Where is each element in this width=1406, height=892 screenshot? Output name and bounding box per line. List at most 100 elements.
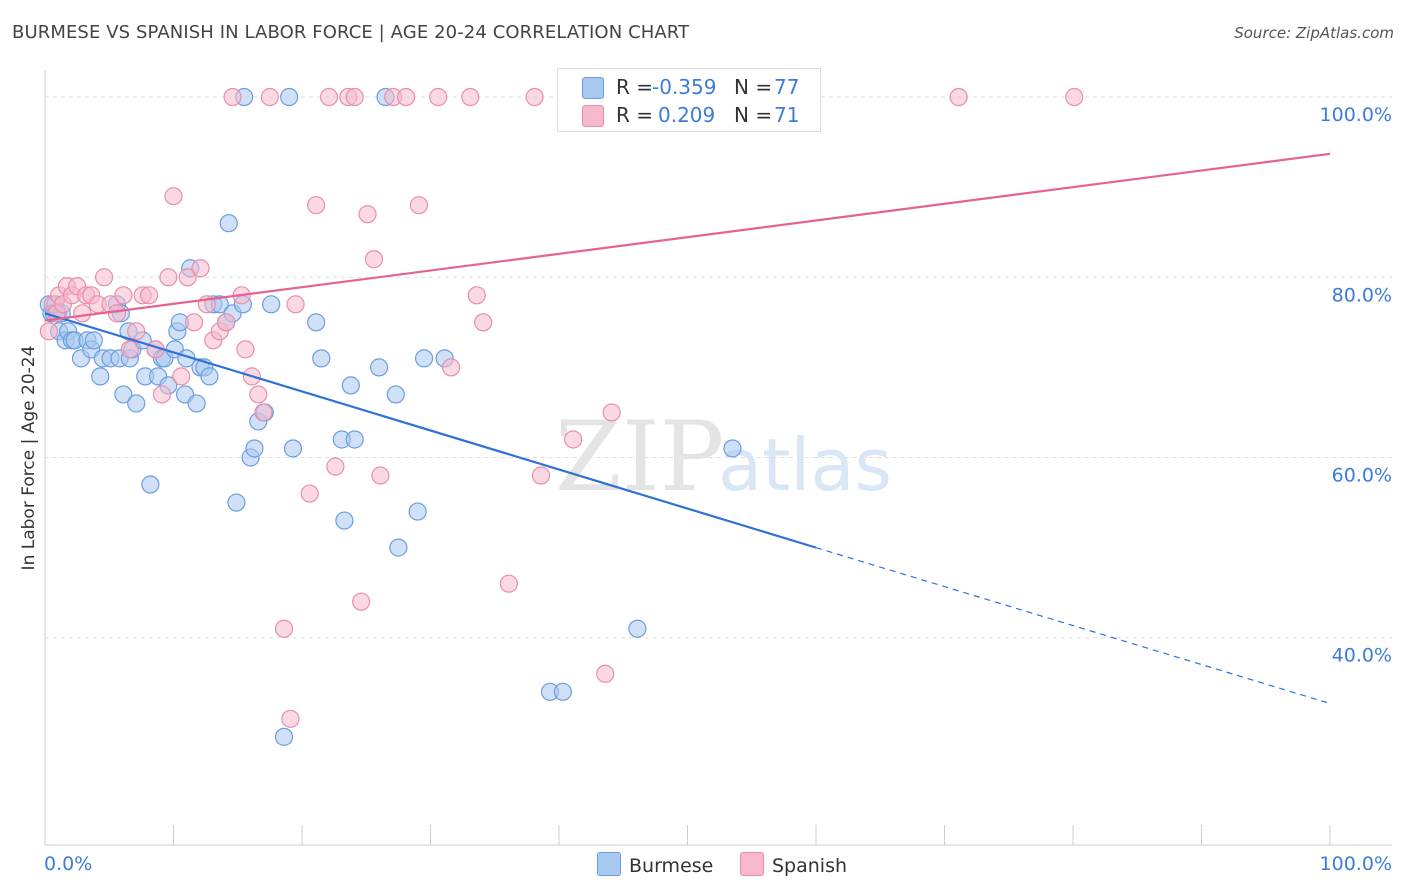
- spanish-point: [73, 304, 92, 323]
- spanish-point: [139, 286, 159, 305]
- burmese-point: [280, 87, 299, 107]
- burmese-point: [723, 439, 742, 458]
- x-tick-label: 100.0%: [1320, 853, 1392, 875]
- burmese-point: [553, 682, 572, 701]
- y-tick-label: 40.0%: [1332, 645, 1392, 667]
- legend: R = -0.359 N = 77 R = 0.209 N = 71: [557, 68, 821, 132]
- burmese-point: [335, 511, 354, 530]
- spanish-point: [358, 205, 377, 224]
- y-tick-label: 80.0%: [1332, 284, 1392, 306]
- spanish-legend-label: Spanish: [772, 855, 848, 877]
- spanish-point: [95, 268, 114, 287]
- legend-r-label: R =: [616, 75, 654, 99]
- spanish-point: [159, 268, 178, 287]
- legend-n-label: N =: [734, 103, 773, 127]
- x-tick-label: 0.0%: [44, 853, 92, 875]
- tick-labels: 40.0% 60.0% 80.0% 100.0% 0.0% 100.0% In Labor …: [19, 104, 1392, 875]
- chart-title: BURMESE VS SPANISH IN LABOR FORCE | AGE …: [12, 22, 690, 43]
- spanish-point: [602, 403, 621, 422]
- spanish-point: [191, 259, 210, 278]
- spanish-point: [307, 196, 326, 215]
- spanish-point: [364, 250, 384, 269]
- burmese-trend-extension: [815, 547, 1331, 705]
- watermark-zip: ZIP: [555, 401, 724, 513]
- burmese-point: [389, 538, 408, 557]
- burmese-legend-swatch: [597, 852, 621, 876]
- spanish-swatch: [582, 105, 604, 127]
- spanish-point: [217, 313, 236, 332]
- burmese-point: [141, 475, 160, 494]
- bottom-legend-burmese: Burmese: [597, 852, 713, 877]
- spanish-point: [120, 340, 139, 359]
- spanish-point: [441, 358, 461, 377]
- spanish-point: [260, 87, 279, 107]
- spanish-point: [525, 87, 544, 107]
- spanish-point: [164, 187, 183, 206]
- burmese-point: [408, 502, 427, 521]
- spanish-point: [254, 403, 273, 422]
- spanish-point: [127, 322, 146, 341]
- burmese-point: [370, 358, 389, 377]
- spanish-point: [39, 322, 58, 341]
- burmese-trend-line: [44, 312, 817, 549]
- spanish-point: [564, 430, 583, 449]
- spanish-point: [281, 709, 300, 728]
- legend-n-value: 77: [774, 75, 800, 99]
- spanish-point: [300, 484, 319, 503]
- spanish-point: [531, 466, 551, 485]
- burmese-point: [245, 439, 264, 458]
- legend-r-label: R =: [616, 103, 654, 127]
- burmese-point: [341, 376, 360, 395]
- spanish-point: [499, 574, 518, 593]
- y-axis-label: In Labor Force | Age 20-24: [19, 346, 39, 571]
- burmese-point: [84, 331, 103, 350]
- spanish-point: [596, 664, 615, 683]
- data-points: [39, 87, 1084, 746]
- spanish-point: [474, 313, 493, 332]
- spanish-point: [286, 295, 305, 314]
- spanish-point: [114, 286, 133, 305]
- burmese-point: [345, 430, 364, 449]
- burmese-point: [91, 367, 110, 386]
- burmese-point: [307, 313, 326, 332]
- spanish-point: [274, 619, 294, 638]
- burmese-point: [283, 439, 303, 458]
- grid-lines: [45, 96, 1392, 639]
- spanish-point: [184, 313, 204, 332]
- burmese-point: [219, 214, 238, 233]
- burmese-swatch: [582, 77, 604, 99]
- trend-lines: [44, 152, 1331, 705]
- legend-r-value: 0.209: [658, 103, 716, 127]
- burmese-point: [414, 349, 434, 368]
- spanish-point: [1065, 87, 1084, 107]
- bottom-legend-spanish: Spanish: [740, 852, 847, 877]
- burmese-point: [312, 349, 331, 368]
- burmese-point: [274, 727, 294, 746]
- spanish-point: [949, 87, 968, 107]
- burmese-point: [262, 295, 281, 314]
- burmese-point: [114, 385, 133, 404]
- spanish-point: [107, 304, 127, 323]
- spanish-legend-swatch: [740, 852, 764, 876]
- burmese-point: [628, 619, 647, 638]
- spanish-point: [396, 87, 416, 107]
- y-tick-label: 60.0%: [1332, 465, 1392, 487]
- burmese-point: [127, 394, 146, 413]
- legend-n-label: N =: [734, 75, 773, 99]
- spanish-point: [352, 592, 371, 611]
- watermark: ZIP atlas: [555, 401, 892, 513]
- spanish-point: [429, 87, 448, 107]
- burmese-point: [200, 367, 219, 386]
- spanish-point: [345, 87, 364, 107]
- burmese-point: [386, 385, 405, 404]
- watermark-atlas: atlas: [718, 423, 892, 507]
- spanish-point: [326, 457, 345, 476]
- axes: [44, 70, 1392, 846]
- spanish-point: [461, 87, 480, 107]
- spanish-point: [371, 466, 390, 485]
- spanish-point: [152, 385, 172, 404]
- legend-r-value: -0.359: [652, 75, 717, 99]
- spanish-trend-line: [44, 152, 1331, 322]
- y-tick-label: 100.0%: [1320, 104, 1392, 126]
- spanish-point: [249, 385, 268, 404]
